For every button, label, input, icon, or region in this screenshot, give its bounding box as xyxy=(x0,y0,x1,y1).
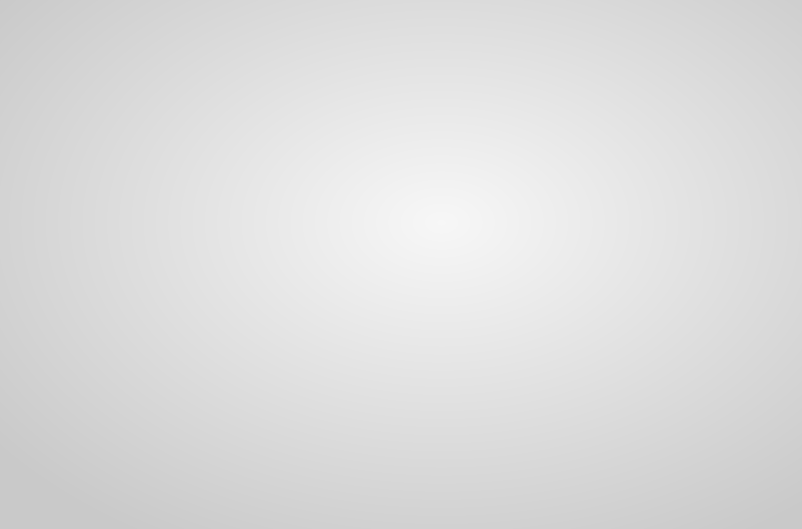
Text: 112,2: 112,2 xyxy=(485,183,537,201)
Bar xyxy=(132,359,221,456)
Bar xyxy=(304,262,394,456)
Bar xyxy=(294,259,383,450)
Text: 149,6: 149,6 xyxy=(658,87,710,105)
Text: 37,4: 37,4 xyxy=(146,373,187,391)
X-axis label: % superficie polmonare colpita: % superficie polmonare colpita xyxy=(301,488,549,503)
Bar xyxy=(476,166,566,456)
Bar xyxy=(649,69,739,456)
Y-axis label: Diminuzione IMG: Diminuzione IMG xyxy=(51,167,67,304)
Bar xyxy=(122,354,211,450)
Text: 74,8: 74,8 xyxy=(318,278,359,296)
Bar xyxy=(467,163,556,450)
Bar xyxy=(639,68,728,450)
